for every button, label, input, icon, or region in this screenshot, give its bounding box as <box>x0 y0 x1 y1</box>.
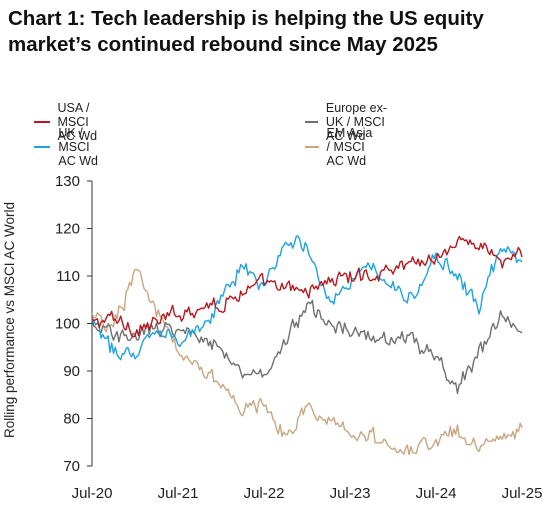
legend-swatch-em-asia <box>305 146 319 148</box>
y-tick-label: 110 <box>56 268 80 285</box>
legend-item-usa: USA / MSCI AC Wd <box>34 101 107 143</box>
chart-title: Chart 1: Tech leadership is helping the … <box>8 7 484 56</box>
legend-swatch-europe <box>305 121 318 123</box>
x-tick-label: Jul-22 <box>244 485 285 502</box>
x-tick-label: Jul-24 <box>416 485 457 502</box>
y-tick-label: 90 <box>63 363 80 380</box>
y-tick-label: 120 <box>55 221 80 238</box>
legend-item-em-asia: EM Asia / MSCI AC Wd <box>305 126 378 168</box>
series-line-em-asia-msci-ac-wd <box>91 268 523 456</box>
legend-label-usa: USA / MSCI AC Wd <box>57 101 98 143</box>
series-line-uk-msci-ac-wd <box>91 235 523 361</box>
y-tick-label: 80 <box>63 411 80 428</box>
legend-label-europe: Europe ex-UK / MSCI AC Wd <box>325 101 388 143</box>
y-tick-label: 100 <box>55 316 80 333</box>
legend-item-uk: UK / MSCI AC Wd <box>34 126 107 168</box>
x-tick-label: Jul-25 <box>502 485 543 502</box>
x-tick-label: Jul-23 <box>330 485 371 502</box>
legend-label-em-asia: EM Asia / MSCI AC Wd <box>326 126 373 168</box>
series-line-europe-ex-uk-msci-ac-wd <box>91 299 523 395</box>
y-tick-label: 70 <box>63 458 80 475</box>
legend-swatch-uk <box>34 146 51 148</box>
legend-swatch-usa <box>34 121 50 123</box>
y-tick-label: 130 <box>55 173 80 190</box>
x-tick-label: Jul-20 <box>72 485 113 502</box>
x-tick-label: Jul-21 <box>158 485 199 502</box>
series-line-usa-msci-ac-wd <box>91 235 523 338</box>
legend-label-uk: UK / MSCI AC Wd <box>58 126 98 168</box>
legend-item-europe: Europe ex-UK / MSCI AC Wd <box>305 101 387 143</box>
